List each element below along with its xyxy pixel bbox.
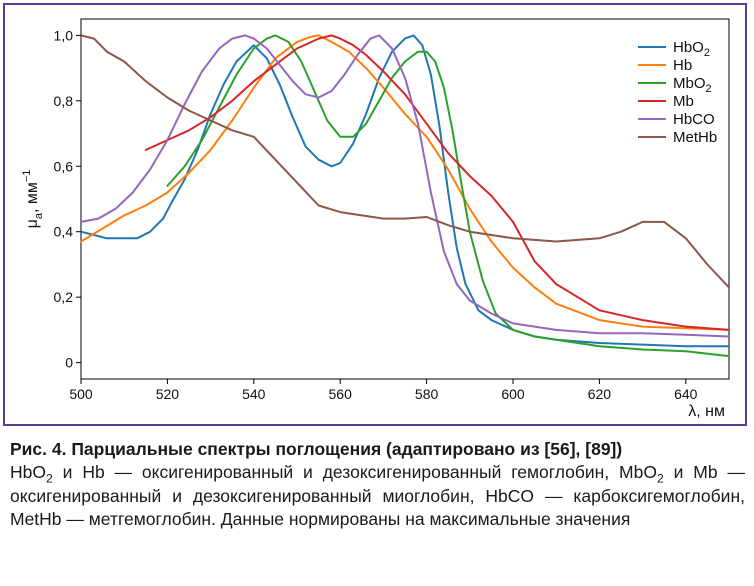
x-tick-label: 620	[588, 386, 612, 402]
ticks-layer: 500 520 540 560 580 600 620 640 0 0,2 0,4 0,6 0,8 1,0	[54, 27, 698, 402]
y-axis-label-sub: a	[33, 212, 45, 219]
y-tick-label: 0,2	[54, 289, 74, 305]
x-tick-label: 560	[329, 386, 353, 402]
legend-label-hb: Hb	[673, 57, 692, 74]
x-axis-label: λ, нм	[688, 403, 725, 420]
series-line-hbo2	[80, 34, 730, 348]
series-layer	[80, 34, 730, 358]
x-tick-label: 580	[415, 386, 439, 402]
y-axis-label-main: μ	[24, 219, 41, 228]
y-tick-label: 0	[65, 355, 73, 371]
caption-part-3: и Mb — оксигенированный и дезоксигениров…	[10, 462, 745, 530]
figure-frame: 500 520 540 560 580 600 620 640 0 0,2 0,4 0,6 0,8 1,0…	[3, 3, 747, 426]
y-axis-label-sup: −1	[21, 170, 33, 183]
x-tick-label: 600	[501, 386, 525, 402]
x-tick-label: 520	[156, 386, 180, 402]
caption-body: HbO2 и Hb — оксигенированный и дезоксиге…	[10, 461, 745, 531]
x-tick-label: 640	[674, 386, 698, 402]
series-line-methb	[80, 34, 730, 289]
y-tick-label: 0,6	[54, 158, 74, 174]
caption-sub-1: 2	[45, 471, 53, 486]
absorption-spectra-chart: 500 520 540 560 580 600 620 640 0 0,2 0,4 0,6 0,8 1,0…	[21, 18, 730, 420]
legend-label-mbo2: MbO2	[673, 75, 712, 95]
legend-label-hbco: HbCO	[673, 111, 715, 128]
series-line-hbco	[80, 34, 730, 338]
y-tick-label: 1,0	[54, 27, 74, 43]
legend-label-mb: Mb	[673, 93, 694, 110]
legend-label-hbo2: HbO2	[673, 39, 710, 59]
caption-part-1: HbO	[10, 462, 46, 483]
x-tick-label: 540	[242, 386, 266, 402]
x-tick-label: 500	[69, 386, 93, 402]
caption-title: Рис. 4. Парциальные спектры поглощения (…	[10, 439, 623, 459]
plot-area-frame	[80, 18, 730, 380]
figure-caption: Рис. 4. Парциальные спектры поглощения (…	[10, 438, 745, 532]
y-tick-label: 0,8	[54, 93, 74, 109]
caption-part-2: и Hb — оксигенированный и дезоксигениров…	[52, 462, 657, 483]
y-axis-label: μa, мм−1	[21, 170, 45, 229]
series-line-hb	[80, 34, 730, 331]
y-axis-label-rest: , мм	[24, 182, 41, 213]
legend-label-methb: MetHb	[673, 129, 717, 146]
caption-sub-2: 2	[656, 471, 664, 486]
y-tick-label: 0,4	[54, 224, 74, 240]
series-line-mb	[144, 34, 730, 331]
